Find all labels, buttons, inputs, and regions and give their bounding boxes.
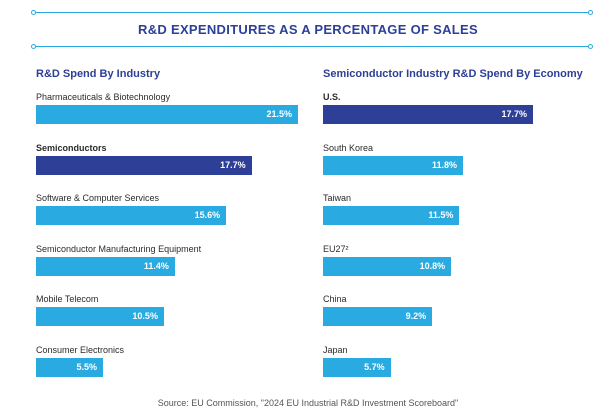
bar-value-label: 17.7% [220, 159, 246, 170]
bar-value-label: 17.7% [501, 109, 527, 119]
bar-value-label: 21.5% [266, 109, 292, 119]
bar-value-label: 5.5% [76, 361, 98, 372]
bar: 10.5% [36, 307, 164, 326]
bar-value-label: 5.7% [364, 361, 385, 372]
bar: 17.7% [323, 105, 533, 124]
bar-value-label: 9.2% [405, 311, 427, 321]
bar: 21.5% [36, 105, 298, 124]
category-label: Mobile Telecom [36, 294, 99, 304]
bar: 11.5% [323, 206, 460, 225]
bar-value-label: 10.5% [132, 311, 158, 321]
source-note: Source: EU Commission, "2024 EU Industri… [157, 398, 459, 408]
rule-dot-left [31, 10, 36, 15]
industry-panel-title: R&D Spend By Industry [36, 68, 161, 80]
bar-value-label: 10.8% [419, 260, 446, 271]
rule-dot-right [588, 44, 593, 49]
bar: 17.7% [36, 155, 252, 175]
bar-value-label: 11.5% [428, 210, 454, 220]
category-label: Pharmaceuticals & Biotechnology [36, 92, 171, 102]
bar-value-label: 15.6% [194, 210, 221, 220]
category-label: Taiwan [323, 193, 352, 203]
bar: 11.8% [323, 155, 463, 175]
bar: 10.8% [323, 256, 452, 276]
rule-dot-left [31, 44, 36, 49]
category-label: South Korea [323, 142, 374, 153]
top-rule [31, 10, 593, 15]
rule-dot-right [588, 10, 593, 15]
economy-panel-title: Semiconductor Industry R&D Spend By Econ… [323, 68, 583, 80]
bar: 15.6% [36, 206, 227, 225]
category-label: Semiconductors [36, 142, 107, 153]
title-rule [31, 44, 593, 49]
category-label: Software & Computer Services [36, 193, 160, 203]
category-label: U.S. [323, 92, 341, 102]
category-label: Semiconductor Manufacturing Equipment [36, 243, 202, 254]
bar: 5.5% [36, 357, 104, 377]
bar: 11.4% [36, 256, 175, 276]
bar: 9.2% [323, 307, 433, 326]
bar-value-label: 11.8% [431, 159, 457, 170]
category-label: China [323, 294, 347, 304]
chart-title: R&D EXPENDITURES AS A PERCENTAGE OF SALE… [138, 22, 478, 37]
bar: 5.7% [323, 357, 391, 377]
category-label: Japan [323, 344, 348, 355]
category-label: EU27² [323, 243, 349, 254]
category-label: Consumer Electronics [36, 344, 125, 355]
bar-value-label: 11.4% [143, 260, 169, 271]
